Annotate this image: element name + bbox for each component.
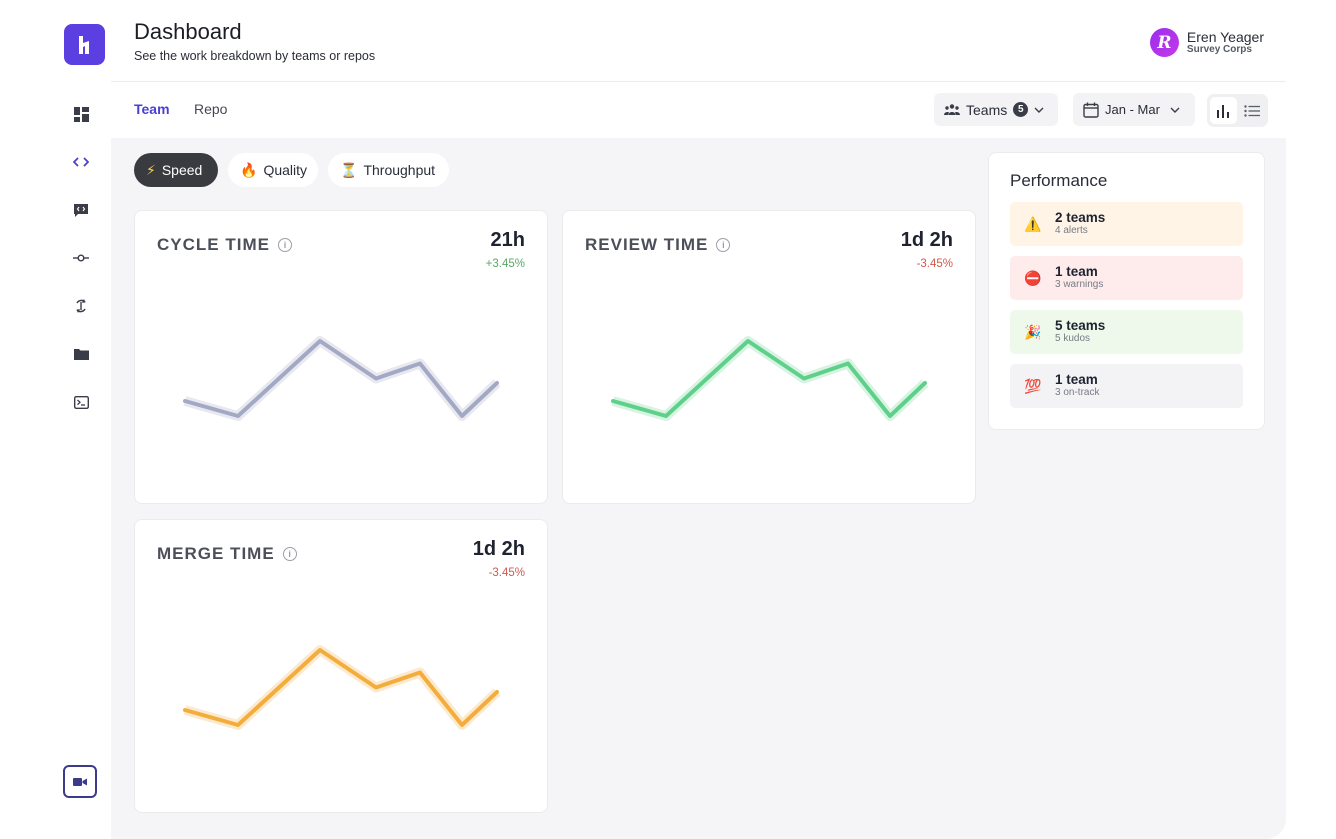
performance-item-warnings[interactable]: ⛔ 1 team 3 warnings [1010, 256, 1243, 300]
card-title: MERGE TIME i [157, 544, 297, 564]
metric-value: 21h [490, 229, 525, 251]
metric-delta: -3.45% [916, 258, 953, 270]
commit-icon[interactable] [72, 249, 90, 267]
merge-time-card[interactable]: MERGE TIME i 1d 2h -3.45% [134, 519, 548, 813]
teams-count-badge: 5 [1013, 102, 1029, 117]
chart-view-button[interactable] [1210, 97, 1237, 124]
performance-item-kudos[interactable]: 🎉 5 teams 5 kudos [1010, 310, 1243, 354]
perf-sub: 3 on-track [1055, 387, 1100, 399]
chip-quality[interactable]: 🔥 Quality [228, 153, 318, 187]
merge-time-chart [183, 645, 501, 730]
video-call-button[interactable] [63, 765, 97, 798]
info-icon[interactable]: i [277, 238, 292, 252]
metric-delta: -3.45% [488, 567, 525, 579]
user-org: Survey Corps [1186, 43, 1252, 55]
no-entry-icon: ⛔ [1024, 269, 1042, 286]
metric-value: 1d 2h [472, 538, 525, 560]
metric-value: 1d 2h [900, 229, 953, 251]
user-name: Eren Yeager [1186, 28, 1264, 45]
tab-team[interactable]: Team [134, 101, 170, 117]
list-icon [1244, 104, 1260, 117]
perf-main: 1 team [1055, 263, 1098, 279]
perf-main: 1 team [1055, 371, 1098, 387]
card-title: CYCLE TIME i [157, 235, 292, 255]
folder-icon[interactable] [72, 345, 90, 363]
chevron-down-icon [1034, 107, 1044, 113]
main-content: ⚡ Speed 🔥 Quality ⏳ Throughput CYCLE TIM… [111, 138, 1286, 839]
hourglass-icon: ⏳ [340, 161, 358, 178]
card-title-text: REVIEW TIME [585, 235, 709, 254]
teams-filter-dropdown[interactable]: Teams 5 [934, 93, 1058, 126]
performance-title: Performance [1010, 171, 1108, 190]
series-line [183, 339, 499, 418]
metric-delta: +3.45% [485, 258, 525, 270]
perf-sub: 3 warnings [1055, 279, 1104, 291]
page-title: Dashboard [134, 19, 242, 44]
cycle-time-card[interactable]: CYCLE TIME i 21h +3.45% [134, 210, 548, 504]
cycle-time-chart [183, 336, 501, 421]
hundred-points-icon: 💯 [1024, 377, 1042, 394]
app-logo[interactable] [64, 24, 105, 65]
code-icon[interactable] [72, 153, 90, 171]
page-subtitle: See the work breakdown by teams or repos [134, 49, 376, 63]
series-line [611, 339, 927, 418]
perf-sub: 5 kudos [1055, 333, 1091, 345]
line-glow [183, 645, 501, 730]
avatar: R [1149, 28, 1179, 57]
logo-icon [78, 35, 89, 54]
dashboard-icon[interactable] [72, 105, 90, 123]
tab-repo[interactable]: Repo [194, 101, 228, 117]
sidebar [0, 0, 111, 839]
page-header: Dashboard See the work breakdown by team… [111, 0, 1286, 82]
line-glow [183, 336, 501, 421]
bar-chart-icon [1216, 104, 1229, 118]
chip-label: Speed [161, 162, 203, 178]
chevron-down-icon [1170, 107, 1180, 113]
perf-main: 5 teams [1055, 317, 1106, 333]
date-range-label: Jan - Mar [1105, 102, 1160, 117]
sync-icon[interactable] [72, 297, 90, 315]
calendar-icon [1083, 102, 1099, 118]
toolbar: Team Repo Teams 5 Jan - Mar [111, 82, 1286, 138]
chip-label: Throughput [363, 162, 436, 178]
teams-filter-label: Teams [966, 101, 1008, 118]
performance-item-on-track[interactable]: 💯 1 team 3 on-track [1010, 364, 1243, 408]
team-icon [944, 104, 960, 115]
terminal-icon[interactable] [72, 393, 90, 411]
review-time-chart [611, 336, 929, 421]
series-line [183, 648, 499, 727]
user-profile[interactable]: R Eren Yeager Survey Corps [1149, 28, 1264, 57]
fire-icon: 🔥 [240, 161, 258, 178]
perf-sub: 4 alerts [1055, 225, 1088, 237]
list-view-button[interactable] [1239, 97, 1266, 124]
perf-main: 2 teams [1055, 209, 1106, 225]
card-title-text: MERGE TIME [157, 544, 275, 563]
view-toggle [1207, 94, 1268, 127]
performance-item-alerts[interactable]: ⚠️ 2 teams 4 alerts [1010, 202, 1243, 246]
info-icon[interactable]: i [716, 238, 731, 252]
date-range-dropdown[interactable]: Jan - Mar [1073, 93, 1195, 126]
card-title: REVIEW TIME i [585, 235, 731, 255]
video-camera-icon [73, 777, 87, 786]
performance-panel: Performance ⚠️ 2 teams 4 alerts ⛔ 1 team 3… [988, 152, 1265, 430]
info-icon[interactable]: i [282, 547, 297, 561]
chip-throughput[interactable]: ⏳ Throughput [328, 153, 449, 187]
code-review-icon[interactable] [72, 201, 90, 219]
warning-icon: ⚠️ [1024, 215, 1042, 232]
chip-label: Quality [263, 162, 308, 178]
line-glow [611, 336, 929, 421]
lightning-icon: ⚡ [146, 161, 156, 178]
card-title-text: CYCLE TIME [157, 235, 270, 254]
review-time-card[interactable]: REVIEW TIME i 1d 2h -3.45% [562, 210, 976, 504]
chip-speed[interactable]: ⚡ Speed [134, 153, 218, 187]
party-popper-icon: 🎉 [1024, 323, 1042, 340]
